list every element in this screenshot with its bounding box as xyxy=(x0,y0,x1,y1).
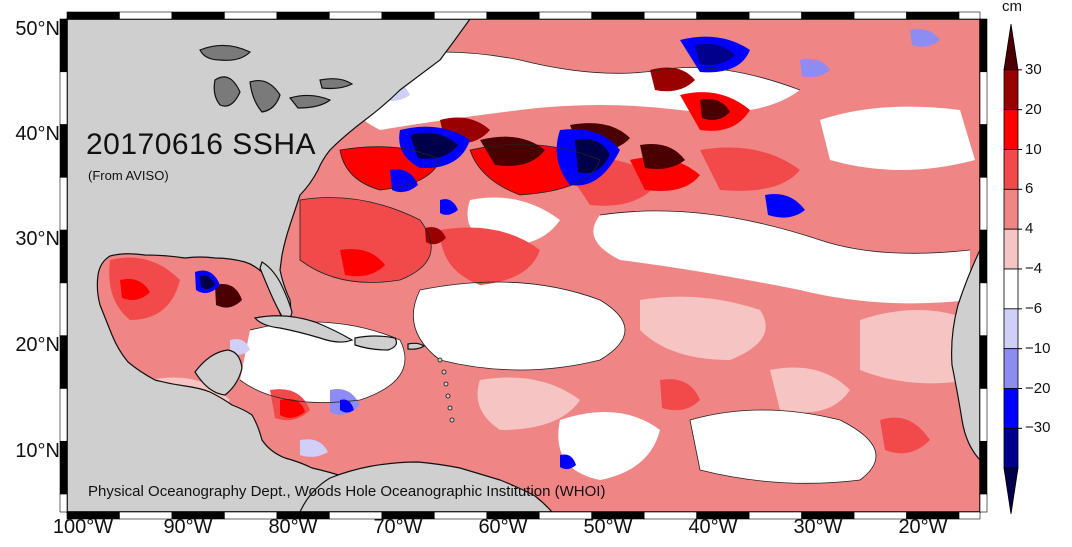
colorbar-tick-label: −6 xyxy=(1025,299,1043,317)
frame-tick-segment xyxy=(59,493,68,513)
frame-tick-segment xyxy=(748,11,802,20)
frame-tick-segment xyxy=(59,71,68,125)
frame-tick-segment xyxy=(801,11,855,20)
lon-label: 90°W xyxy=(163,516,213,538)
frame-tick-segment xyxy=(979,18,988,73)
frame-tick-segment xyxy=(329,11,383,20)
lon-label: 40°W xyxy=(688,516,738,538)
colorbar-swatch xyxy=(1003,388,1019,429)
frame-tick-segment xyxy=(853,11,907,20)
frame-tick-segment xyxy=(979,71,988,125)
frame-tick-segment xyxy=(119,11,173,20)
map-subtitle: (From AVISO) xyxy=(88,168,169,183)
negative-anomaly-regions xyxy=(85,29,940,470)
north-america-landmass xyxy=(67,19,471,512)
yucatan-peninsula xyxy=(194,349,243,396)
frame-tick-segment xyxy=(538,11,593,20)
colorbar-tick-label: 10 xyxy=(1025,140,1042,158)
frame-tick-segment xyxy=(958,511,981,520)
frame-tick-segment xyxy=(59,335,68,389)
lat-label: 50°N xyxy=(15,18,60,40)
frame-tick-segment xyxy=(906,11,960,20)
frame-tick-segment xyxy=(696,11,750,20)
colorbar-swatch xyxy=(1003,109,1019,150)
colorbar-tick-label: 20 xyxy=(1025,100,1042,118)
lon-label: 70°W xyxy=(373,516,423,538)
lesser-antilles xyxy=(437,357,455,423)
frame-tick-segment xyxy=(171,11,225,20)
frame-tick-segment xyxy=(643,11,697,20)
weak-anomaly-regions xyxy=(240,52,975,484)
colorbar-swatch xyxy=(1003,308,1019,350)
frame-tick-segment xyxy=(979,440,988,495)
colorbar-tick-label: 30 xyxy=(1025,60,1042,78)
credit-text: Physical Oceanography Dept., Woods Hole … xyxy=(88,483,606,500)
frame-tick-segment xyxy=(59,388,68,442)
lat-label: 40°N xyxy=(15,123,60,145)
colorbar-tick-label: −20 xyxy=(1025,379,1051,397)
frame-tick-segment xyxy=(486,11,540,20)
frame-tick-segment xyxy=(979,388,988,442)
frame-tick-segment xyxy=(59,440,68,495)
colorbar-swatch xyxy=(1003,69,1019,111)
colorbar-unit: cm xyxy=(1002,0,1022,15)
colorbar-swatch xyxy=(1003,348,1019,389)
frame-tick-segment xyxy=(59,124,68,178)
hispaniola-island xyxy=(354,335,398,351)
frame-tick-segment xyxy=(979,493,988,513)
great-lakes xyxy=(199,44,354,113)
frame-tick-segment xyxy=(979,282,988,337)
africa-coast xyxy=(951,249,980,461)
frame-tick-bars xyxy=(59,11,988,520)
colorbar-swatch xyxy=(1003,149,1019,190)
colorbar-tick-label: 4 xyxy=(1025,220,1034,238)
lon-label: 80°W xyxy=(268,516,318,538)
lon-label: 30°W xyxy=(793,516,843,538)
lon-label: 100°W xyxy=(52,516,114,538)
frame-tick-segment xyxy=(979,177,988,231)
colorbar-tick-label: 6 xyxy=(1025,180,1034,198)
frame-tick-segment xyxy=(66,11,120,20)
land-masses xyxy=(67,19,980,512)
colorbar-swatch xyxy=(1003,467,1019,515)
south-america-landmass xyxy=(299,461,553,512)
lon-label: 60°W xyxy=(478,516,528,538)
puerto-rico-island xyxy=(407,342,426,350)
frame-tick-segment xyxy=(979,124,988,178)
lon-label: 20°W xyxy=(898,516,948,538)
colorbar xyxy=(1003,23,1022,515)
colorbar-swatch xyxy=(1003,268,1019,310)
frame-tick-segment xyxy=(381,11,435,20)
colorbar-swatch xyxy=(1003,427,1019,469)
colorbar-swatch xyxy=(1003,188,1019,230)
frame-tick-segment xyxy=(224,11,278,20)
colorbar-tick-label: −4 xyxy=(1025,260,1043,277)
map-title: 20170616 SSHA xyxy=(86,128,317,161)
frame-tick-segment xyxy=(979,335,988,389)
colorbar-tick-label: −10 xyxy=(1025,339,1051,357)
frame-tick-segment xyxy=(59,18,68,73)
frame-tick-segment xyxy=(59,229,68,284)
lat-label: 30°N xyxy=(15,228,60,250)
frame-tick-segment xyxy=(979,229,988,284)
lat-label: 10°N xyxy=(15,440,60,462)
frame-tick-segment xyxy=(433,11,488,20)
frame-tick-segment xyxy=(59,282,68,337)
cuba-island xyxy=(253,315,354,343)
frame-tick-segment xyxy=(591,11,645,20)
frame-tick-segment xyxy=(59,177,68,231)
lat-label: 20°N xyxy=(15,334,60,356)
frame-tick-segment xyxy=(276,11,330,20)
colorbar-tick-label: −30 xyxy=(1025,419,1051,437)
colorbar-swatch xyxy=(1003,23,1019,71)
contour-lines xyxy=(239,51,971,484)
colorbar-swatch xyxy=(1003,228,1019,270)
lon-label: 50°W xyxy=(583,516,633,538)
frame-tick-segment xyxy=(958,11,981,20)
